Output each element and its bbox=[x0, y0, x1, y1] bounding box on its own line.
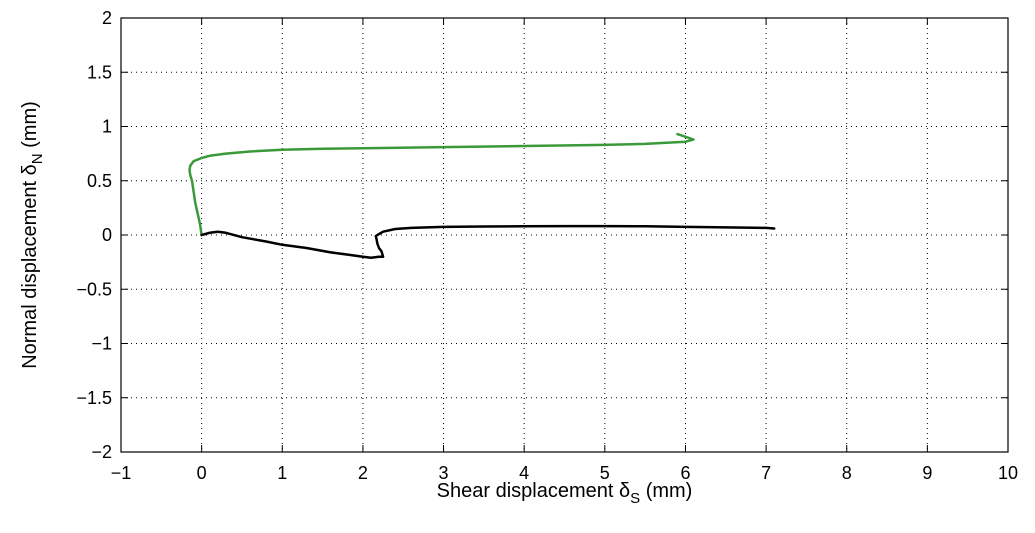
x-tick-label: 3 bbox=[439, 463, 449, 483]
x-tick-label: 1 bbox=[277, 463, 287, 483]
y-tick-label: 0 bbox=[102, 225, 112, 245]
y-tick-label: −1 bbox=[91, 334, 112, 354]
x-tick-label: 5 bbox=[600, 463, 610, 483]
x-tick-label: 7 bbox=[761, 463, 771, 483]
x-tick-label: 8 bbox=[842, 463, 852, 483]
y-tick-label: 0.5 bbox=[87, 171, 112, 191]
y-axis-label-unit: (mm) bbox=[19, 101, 41, 153]
series-line-2 bbox=[200, 224, 776, 260]
x-tick-label: 10 bbox=[998, 463, 1018, 483]
series-line-1 bbox=[188, 132, 695, 237]
x-tick-label: 4 bbox=[519, 463, 529, 483]
y-tick-label: 1.5 bbox=[87, 62, 112, 82]
series-layer bbox=[188, 132, 776, 260]
x-tick-label: 9 bbox=[922, 463, 932, 483]
axis-ticks: −1 0 1 2 3 4 5 6 7 8 9 10 −2 −1.5 −1 −0.5 0 0.5 1 1.5 2 bbox=[76, 8, 1018, 483]
y-tick-label: −1.5 bbox=[76, 388, 112, 408]
y-axis-label-main: Normal displacement δ bbox=[19, 164, 41, 369]
x-tick-label: −1 bbox=[111, 463, 132, 483]
x-tick-label: 0 bbox=[197, 463, 207, 483]
x-tick-label: 6 bbox=[680, 463, 690, 483]
y-tick-label: −2 bbox=[91, 442, 112, 462]
y-tick-label: 2 bbox=[102, 8, 112, 28]
y-tick-label: −0.5 bbox=[76, 279, 112, 299]
y-axis-label-subscript: N bbox=[29, 153, 46, 164]
x-tick-label: 2 bbox=[358, 463, 368, 483]
y-tick-label: 1 bbox=[102, 117, 112, 137]
x-axis-label: Shear displacement δS (mm) bbox=[437, 480, 693, 507]
x-axis-label-unit: (mm) bbox=[640, 480, 692, 502]
plot-frame bbox=[120, 17, 1009, 453]
y-axis-label: Normal displacement δN (mm) bbox=[19, 101, 46, 369]
x-axis-label-main: Shear displacement δ bbox=[437, 480, 630, 502]
grid-lines bbox=[121, 18, 1008, 452]
x-axis-label-subscript: S bbox=[630, 490, 640, 507]
